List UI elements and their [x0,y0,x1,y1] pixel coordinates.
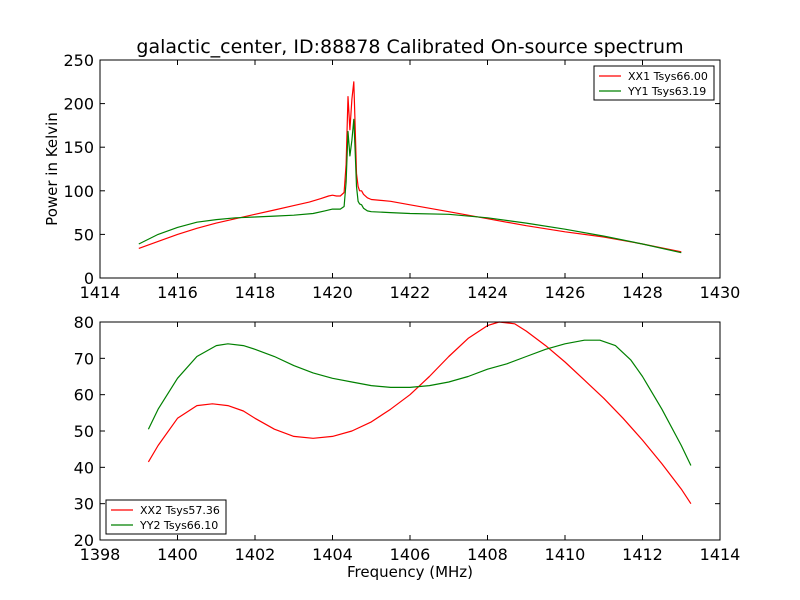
y-tick-label: 50 [74,225,94,244]
x-tick-label: 1414 [700,545,741,564]
x-tick-label: 1406 [390,545,431,564]
y-axis-label: Power in Kelvin [43,112,61,226]
x-tick-label: 1398 [80,545,121,564]
y-tick-label: 50 [74,422,94,441]
x-tick-label: 1412 [622,545,663,564]
y-tick-label: 200 [63,95,94,114]
legend: XX1 Tsys66.00 YY1 Tsys63.19 [593,65,715,101]
x-tick-label: 1430 [700,283,741,302]
x-tick-label: 1408 [467,545,508,564]
y-tick-label: 30 [74,495,94,514]
x-tick-label: 1428 [622,283,663,302]
x-tick-label: 1402 [235,545,276,564]
x-axis-label: Frequency (MHz) [347,563,473,581]
y-tick-label: 40 [74,458,94,477]
y-tick-label: 70 [74,349,94,368]
x-tick-label: 1420 [312,283,353,302]
y-tick-label: 100 [63,182,94,201]
x-tick-label: 1414 [80,283,121,302]
series-line-1 [138,81,682,253]
chart-title: galactic_center, ID:88878 Calibrated On-… [136,36,683,58]
x-tick-label: 1426 [545,283,586,302]
y-tick-label: 20 [74,531,94,550]
series-line-2 [138,118,682,254]
x-tick-label: 1404 [312,545,353,564]
bottom-spectrum-panel: 1398 1400 1402 1404 1406 1408 1410 1412 1414 20 30… [74,313,741,581]
y-tick-label: 250 [63,51,94,70]
legend-entry: YY2 Tsys66.10 [139,519,218,532]
x-tick-label: 1400 [157,545,198,564]
x-tick-label: 1418 [235,283,276,302]
legend-entry: XX2 Tsys57.36 [140,504,220,517]
legend-box [593,65,715,101]
y-tick-label: 0 [84,269,94,288]
y-tick-label: 60 [74,386,94,405]
x-tick-label: 1416 [157,283,198,302]
legend-entry: YY1 Tsys63.19 [627,85,706,98]
top-spectrum-panel: 1414 1416 1418 1420 1422 1424 1426 1428 1430 0 50 1… [43,51,740,302]
series-line-2 [147,339,692,466]
y-tick-label: 80 [74,313,94,332]
x-tick-label: 1410 [545,545,586,564]
y-tick-label: 150 [63,138,94,157]
legend: XX2 Tsys57.36 YY2 Tsys66.10 [105,499,227,535]
x-tick-label: 1424 [467,283,508,302]
legend-entry: XX1 Tsys66.00 [628,70,708,83]
x-tick-label: 1422 [390,283,431,302]
legend-box [105,499,227,535]
series-line-1 [147,321,692,505]
